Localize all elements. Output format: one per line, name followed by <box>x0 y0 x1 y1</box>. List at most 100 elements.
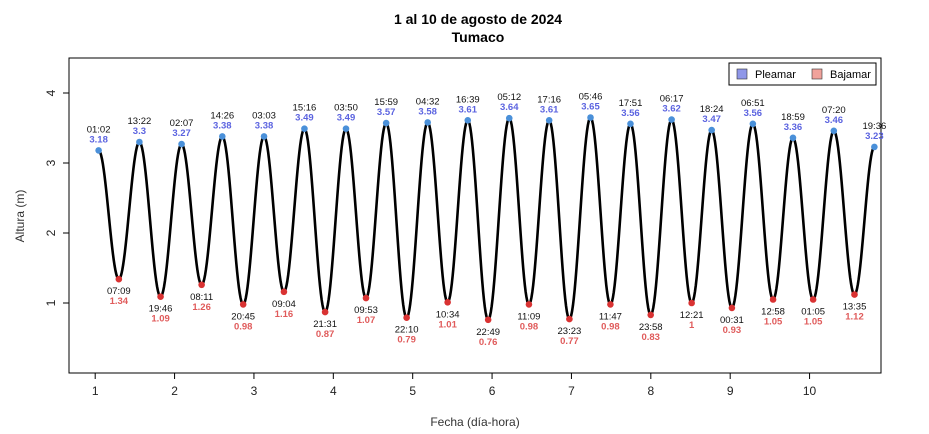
low-tide-time-label: 13:35 <box>843 302 867 313</box>
x-tick-label: 5 <box>409 384 416 398</box>
low-tide-point <box>566 315 573 323</box>
high-tide-height-label: 3.27 <box>172 128 191 139</box>
low-tide-time-label: 20:45 <box>231 311 255 322</box>
low-tide-time-label: 01:05 <box>801 307 825 318</box>
high-tide-time-label: 04:32 <box>416 96 440 107</box>
high-tide-point <box>830 127 838 135</box>
high-tide-height-label: 3.38 <box>213 120 232 131</box>
high-tide-height-label: 3.18 <box>89 134 108 145</box>
high-tide-point <box>545 117 553 124</box>
high-tide-time-label: 07:20 <box>822 105 846 116</box>
x-tick-label: 1 <box>92 384 99 398</box>
x-axis: 1 2 3 4 5 6 7 8 9 10 <box>92 373 817 398</box>
high-tide-height-label: 3.61 <box>540 104 559 115</box>
y-tick-label: 4 <box>44 89 58 96</box>
low-tide-height-label: 0.87 <box>316 329 335 340</box>
low-tide-time-label: 22:10 <box>395 325 419 336</box>
high-tide-time-label: 18:59 <box>781 112 805 123</box>
low-tide-point <box>157 293 164 301</box>
high-tide-point <box>627 120 634 128</box>
low-tide-point <box>444 299 451 306</box>
high-tide-height-label: 3.36 <box>784 122 803 133</box>
high-tide-time-label: 13:22 <box>128 116 152 127</box>
low-tide-time-label: 12:21 <box>680 310 704 321</box>
chart-subtitle: Tumaco <box>452 29 505 45</box>
high-tide-height-label: 3.38 <box>255 120 274 131</box>
tide-curve <box>97 115 876 322</box>
high-tide-height-label: 3.46 <box>825 115 844 126</box>
low-tide-point <box>362 294 370 302</box>
y-axis: 1 2 3 4 <box>44 89 69 306</box>
high-tide-time-label: 02:07 <box>170 118 194 129</box>
low-tide-point <box>809 296 817 303</box>
low-tide-time-label: 09:53 <box>354 305 378 316</box>
low-tide-time-label: 19:46 <box>149 304 173 315</box>
high-tide-height-label: 3.61 <box>459 104 478 115</box>
high-tide-point <box>708 126 715 134</box>
low-tide-point <box>115 275 123 283</box>
high-tide-point <box>301 125 308 132</box>
legend-label-pleamar: Pleamar <box>755 69 796 81</box>
x-tick-label: 3 <box>251 384 258 398</box>
high-tide-point <box>342 125 350 132</box>
low-tide-time-label: 11:47 <box>599 311 622 322</box>
low-tide-time-label: 00:31 <box>720 315 744 326</box>
low-tide-point <box>688 299 695 307</box>
low-tide-height-label: 1.09 <box>151 314 170 325</box>
high-tide-time-label: 05:12 <box>497 92 521 103</box>
high-tide-point <box>749 120 757 128</box>
low-tide-time-label: 11:09 <box>517 311 540 322</box>
high-tide-time-label: 01:02 <box>87 124 111 135</box>
low-tide-height-label: 1.01 <box>438 319 457 330</box>
low-tide-height-label: 1.34 <box>110 296 129 307</box>
low-tide-time-label: 07:09 <box>107 286 131 297</box>
x-tick-label: 6 <box>489 384 496 398</box>
low-tide-height-label: 0.98 <box>234 321 253 332</box>
high-tide-time-label: 14:26 <box>210 110 234 121</box>
high-tide-height-label: 3.23 <box>865 131 884 142</box>
legend-swatch-pleamar <box>736 68 748 80</box>
low-tide-time-label: 08:11 <box>190 292 213 303</box>
high-tide-time-label: 17:16 <box>537 94 561 105</box>
x-tick-label: 8 <box>647 384 654 398</box>
legend-label-bajamar: Bajamar <box>830 69 871 81</box>
low-tide-point <box>321 308 329 316</box>
low-tide-point <box>403 314 410 322</box>
high-tide-height-label: 3.64 <box>500 102 519 113</box>
high-tide-point <box>178 140 185 148</box>
low-tide-point <box>484 316 492 324</box>
low-tide-height-label: 1.26 <box>192 302 211 313</box>
low-tide-height-label: 0.98 <box>601 321 620 332</box>
low-tide-point <box>198 281 205 289</box>
low-tide-height-label: 1.05 <box>804 317 823 328</box>
low-tide-point <box>769 296 777 303</box>
low-tide-time-label: 10:34 <box>436 309 460 320</box>
x-tick-label: 4 <box>330 384 337 398</box>
high-tide-point <box>505 114 513 122</box>
high-tide-height-label: 3.47 <box>702 114 721 125</box>
high-tide-point <box>424 119 431 126</box>
high-tide-time-label: 06:17 <box>660 94 684 105</box>
legend-swatch-bajamar <box>811 68 823 80</box>
low-tide-point <box>239 301 247 308</box>
y-tick-label: 3 <box>44 159 58 166</box>
legend: Pleamar Bajamar <box>728 62 877 86</box>
high-tide-time-label: 17:51 <box>619 98 643 109</box>
high-tide-time-label: 06:51 <box>741 98 765 109</box>
low-tide-height-label: 0.79 <box>397 335 416 346</box>
low-tide-height-label: 1 <box>689 320 695 331</box>
tide-points <box>95 114 878 324</box>
high-tide-height-label: 3.57 <box>377 107 396 118</box>
high-tide-time-label: 19:36 <box>862 121 886 132</box>
high-tide-time-label: 18:24 <box>700 104 724 115</box>
high-tide-point <box>464 117 472 124</box>
high-tide-time-label: 15:16 <box>293 103 317 114</box>
plot-frame <box>68 57 882 374</box>
low-tide-time-label: 22:49 <box>476 327 500 338</box>
high-tide-point <box>789 134 797 142</box>
low-tide-point <box>525 301 533 308</box>
low-tide-time-label: 23:23 <box>558 326 582 337</box>
legend-box <box>728 62 877 86</box>
high-tide-height-label: 3.65 <box>581 102 600 113</box>
